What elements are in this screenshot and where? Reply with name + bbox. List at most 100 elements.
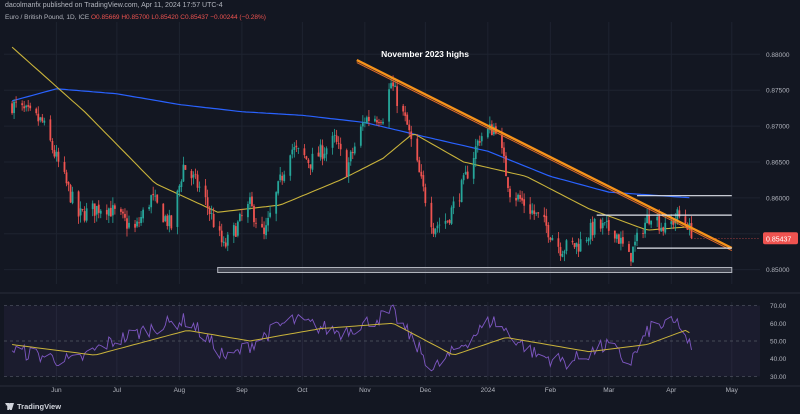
candle-body: [505, 155, 507, 177]
candle-body: [460, 180, 463, 203]
candle-body: [422, 175, 425, 187]
candle-body: [392, 82, 394, 87]
ma-slow-line: [11, 88, 690, 199]
candle-body: [545, 216, 548, 226]
candle-body: [57, 151, 60, 162]
candle-body: [83, 211, 86, 221]
time-tick-label: Sep: [236, 387, 248, 394]
candle-body: [226, 234, 229, 246]
candle-body: [557, 238, 560, 247]
candle-body: [563, 251, 566, 254]
price-grid: [0, 22, 800, 387]
candle-body: [380, 122, 382, 123]
time-tick-label: Jul: [113, 387, 122, 394]
time-tick-label: Oct: [297, 387, 307, 394]
candle-body: [658, 215, 661, 231]
time-tick-label: Feb: [545, 387, 557, 394]
candle-body: [297, 148, 300, 149]
descending-trendline: [356, 58, 733, 250]
candle-body: [234, 226, 237, 237]
candle-body: [204, 185, 207, 198]
price-tick-label: 0.85000: [766, 267, 790, 274]
candle-body: [249, 197, 251, 204]
candle-body: [37, 113, 40, 122]
candle-body: [519, 195, 521, 199]
candle-body: [238, 213, 241, 222]
candle-body: [261, 223, 263, 228]
candle-body: [275, 192, 278, 214]
candle-body: [168, 215, 171, 227]
candle-body: [607, 220, 610, 231]
candle-body: [367, 116, 370, 121]
rsi-line: [11, 304, 692, 372]
candle-body: [535, 212, 538, 214]
candle-body: [166, 215, 169, 226]
candle-body: [359, 126, 362, 146]
candle-body: [190, 171, 193, 179]
candle-body: [345, 150, 348, 178]
candle-body: [150, 195, 153, 208]
time-tick-label: Aug: [174, 387, 186, 394]
rsi-layer: [11, 304, 692, 372]
candle-body: [97, 204, 100, 213]
candle-body: [670, 221, 673, 225]
overlay-layer: November 2023 highs: [356, 49, 760, 252]
candle-body: [337, 142, 340, 144]
candle-body: [378, 122, 380, 124]
candle-body: [13, 101, 15, 114]
candle-body: [170, 215, 173, 229]
candle-body: [194, 173, 197, 175]
candle-body: [27, 105, 30, 107]
candle-body: [81, 208, 84, 210]
candle-body: [374, 118, 376, 122]
candle-body: [136, 221, 138, 227]
candle-body: [509, 188, 511, 198]
candle-body: [126, 218, 128, 229]
time-tick-label: Apr: [666, 387, 677, 394]
candle-body: [571, 240, 574, 243]
candle-body: [601, 222, 604, 229]
candle-body: [335, 135, 338, 142]
time-tick-label: May: [726, 387, 739, 394]
candle-body: [531, 210, 534, 214]
candle-body: [478, 141, 481, 143]
candle-body: [529, 204, 532, 214]
candle-body: [390, 83, 392, 89]
candle-body: [29, 105, 32, 109]
candle-body: [263, 227, 265, 235]
candle-body: [99, 210, 102, 214]
candle-body: [543, 214, 546, 218]
candle-body: [265, 225, 267, 236]
time-tick-label: Mar: [603, 387, 615, 394]
candle-body: [154, 195, 157, 197]
candle-body: [182, 164, 185, 182]
time-tick-label: 2024: [481, 387, 496, 394]
candle-body: [416, 138, 419, 161]
candle-body: [458, 200, 461, 202]
price-tick-label: 0.86500: [766, 159, 790, 166]
candle-body: [128, 222, 130, 228]
candle-body: [632, 246, 634, 263]
candle-body: [410, 131, 413, 140]
candle-body: [406, 114, 409, 125]
candle-body: [579, 239, 582, 252]
candle-body: [71, 191, 74, 204]
candle-body: [192, 174, 195, 178]
candle-body: [363, 122, 366, 123]
candle-body: [450, 207, 453, 224]
price-tick-label: 0.87000: [766, 124, 790, 131]
candle-body: [619, 237, 622, 244]
candle-body: [247, 204, 249, 218]
candle-body: [43, 120, 46, 123]
candle-body: [180, 181, 183, 187]
symbol-title: Euro / British Pound, 1D, ICE: [5, 14, 90, 21]
candle-body: [293, 147, 296, 150]
candle-body: [331, 135, 334, 148]
candle-body: [289, 155, 292, 176]
candle-body: [253, 205, 255, 223]
candle-body: [279, 174, 282, 181]
candle-body: [523, 199, 526, 206]
candle-body: [283, 174, 286, 181]
candle-body: [501, 134, 503, 149]
